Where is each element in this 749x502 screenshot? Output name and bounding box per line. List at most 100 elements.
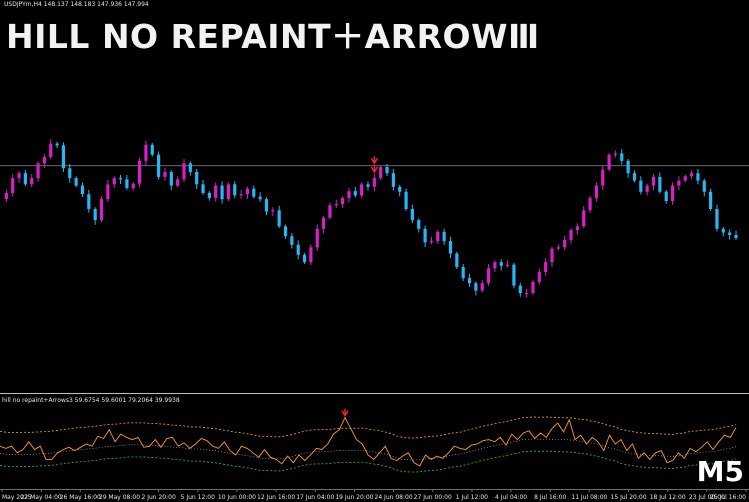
candle-body	[4, 192, 8, 200]
candle	[480, 280, 484, 293]
candle-body	[176, 179, 180, 186]
candle-body	[436, 231, 440, 242]
candle-body	[588, 197, 592, 211]
x-axis-label: 23 Jul 00:00	[689, 494, 725, 501]
candle	[195, 168, 199, 189]
x-axis-label: 15 Jul 20:00	[611, 494, 647, 501]
candle-body	[569, 230, 573, 240]
sell-arrow	[370, 164, 378, 174]
candle	[556, 244, 560, 251]
candle-body	[607, 154, 611, 170]
candle	[429, 236, 434, 245]
candle-body	[68, 168, 72, 179]
candle-body	[93, 209, 97, 221]
candle	[499, 259, 503, 271]
candle-body	[632, 173, 637, 181]
banner-title: HILL NO REPAINT＋ARROWⅢ	[6, 17, 540, 56]
candle-body	[620, 153, 624, 161]
candle	[347, 188, 351, 203]
candle	[42, 154, 47, 168]
candle-body	[544, 262, 548, 273]
candle	[582, 205, 586, 229]
candle-body	[239, 194, 243, 196]
candle	[639, 176, 643, 195]
candle	[563, 235, 567, 251]
candle-body	[321, 217, 326, 229]
candle	[379, 165, 383, 180]
candle	[87, 189, 91, 213]
candle	[118, 175, 123, 185]
candle-body	[385, 167, 389, 174]
x-axis-label: 12 Jun 16:00	[257, 494, 295, 501]
candle	[486, 264, 491, 286]
candle	[683, 174, 687, 183]
candle	[106, 179, 110, 202]
candle	[544, 257, 548, 276]
candle-body	[36, 163, 40, 179]
candle-body	[42, 157, 47, 164]
candle-body	[258, 196, 262, 200]
candle-body	[379, 167, 383, 179]
candle-body	[594, 185, 599, 198]
candle-body	[601, 169, 605, 186]
candle-body	[664, 191, 668, 201]
candle	[696, 168, 700, 185]
candle	[214, 182, 218, 202]
candle-body	[486, 268, 491, 284]
candle	[258, 192, 262, 202]
candle-body	[683, 176, 687, 181]
candle-body	[728, 232, 732, 235]
candle	[353, 186, 357, 198]
candle-body	[17, 173, 21, 179]
x-axis-label: 10 Jun 00:00	[218, 494, 256, 501]
candle-body	[505, 264, 510, 266]
candle-body	[556, 247, 560, 249]
candle	[613, 150, 618, 158]
candle	[607, 152, 611, 172]
candle	[23, 170, 27, 187]
candle-body	[163, 171, 167, 177]
candle	[150, 142, 154, 157]
candle	[163, 167, 167, 181]
candle-body	[137, 160, 142, 184]
candle	[226, 182, 231, 201]
candle	[61, 142, 66, 172]
candles-layer	[4, 139, 738, 298]
candle	[144, 140, 148, 166]
x-axis-label: 26 May 16:00	[60, 494, 101, 501]
candle-body	[214, 185, 218, 198]
candle-body	[372, 178, 376, 187]
candle	[709, 188, 713, 211]
candle-body	[518, 285, 522, 294]
candle	[594, 182, 599, 202]
candle-body	[207, 192, 211, 198]
x-axis-label: 11 Jul 08:00	[571, 494, 607, 501]
candle-body	[734, 234, 738, 239]
indicator-info: hill no repaint+Arrows3 59.6754 59.6001 …	[2, 397, 180, 404]
candle	[68, 163, 72, 183]
candle-body	[277, 210, 281, 227]
candle-body	[366, 184, 370, 187]
candle	[620, 149, 624, 165]
candle	[626, 158, 630, 178]
candle-body	[575, 226, 579, 231]
candle-body	[531, 281, 535, 294]
candle	[366, 181, 370, 191]
x-axis-label: 27 Jun 00:00	[414, 494, 452, 501]
candle	[137, 157, 142, 188]
candle-body	[220, 185, 224, 200]
candle-body	[347, 191, 351, 198]
candle	[702, 178, 706, 197]
candle	[728, 229, 732, 240]
candle-body	[512, 264, 516, 286]
candle-body	[429, 241, 434, 243]
candle	[715, 204, 719, 232]
candle	[17, 171, 21, 183]
candle	[455, 251, 459, 269]
candle	[632, 170, 637, 183]
candle	[601, 165, 605, 191]
candle	[271, 207, 275, 217]
